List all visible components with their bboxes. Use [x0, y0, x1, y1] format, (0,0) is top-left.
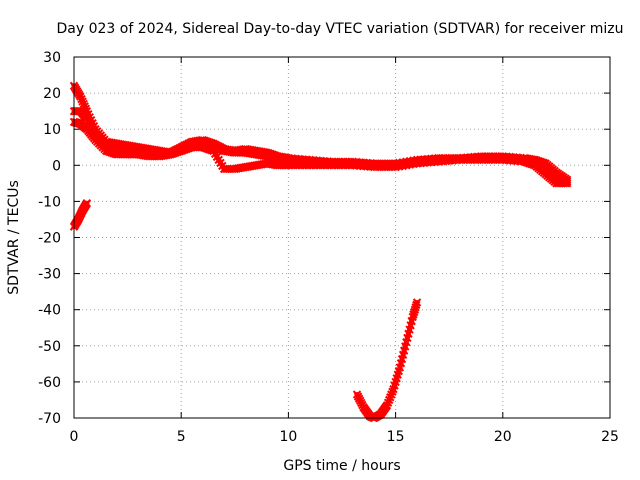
data-point — [82, 198, 92, 208]
x-tick-label: 20 — [494, 429, 512, 445]
data-point — [412, 300, 421, 310]
series-band-lower — [69, 117, 572, 188]
x-tick-label: 0 — [70, 429, 79, 445]
x-tick-label: 5 — [177, 429, 186, 445]
y-tick-label: 30 — [43, 50, 61, 66]
tick-labels: 0 5 10 15 20 25 -70 -60 -50 -40 -30 -20 -10 0 10 20 30 — [38, 50, 619, 445]
series-deep-dip — [352, 298, 422, 423]
y-tick-label: 0 — [52, 158, 61, 174]
data-point — [562, 179, 572, 188]
data-point — [561, 179, 570, 188]
x-tick-label: 25 — [601, 429, 619, 445]
y-tick-label: -10 — [38, 194, 61, 210]
y-tick-label: -30 — [38, 267, 61, 283]
y-tick-label: -70 — [38, 411, 61, 427]
y-tick-label: 10 — [43, 122, 61, 138]
x-tick-label: 10 — [279, 429, 297, 445]
data-markers — [69, 81, 572, 423]
plot-frame — [73, 56, 611, 419]
x-axis-label: GPS time / hours — [283, 458, 400, 474]
y-tick-label: -40 — [38, 303, 61, 319]
y-tick-label: -50 — [38, 339, 61, 355]
x-tick-label: 15 — [387, 429, 405, 445]
data-point — [412, 298, 422, 307]
y-tick-label: 20 — [43, 86, 61, 102]
y-tick-label: -20 — [38, 231, 61, 247]
y-tick-label: -60 — [38, 375, 61, 391]
y-axis-label: SDTVAR / TECUs — [6, 180, 22, 295]
chart-title: Day 023 of 2024, Sidereal Day-to-day VTE… — [57, 21, 624, 37]
